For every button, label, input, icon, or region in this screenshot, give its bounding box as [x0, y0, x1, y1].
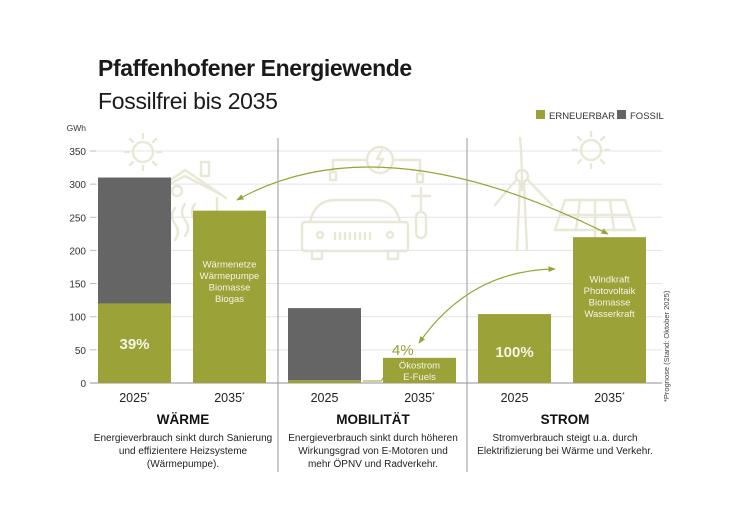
arrow-strom-to-mobilitaet — [418, 266, 556, 344]
bar-inner-label: Wärmepumpe — [200, 271, 260, 282]
x-tick-label: 2025 — [501, 391, 529, 405]
y-tick-label: 100 — [69, 313, 86, 324]
percentage-label: 39% — [119, 336, 149, 353]
group-name: STROM — [541, 412, 590, 427]
group-description-line: Energieverbrauch sinkt durch höheren — [288, 433, 458, 444]
bar-inner-label: Biomasse — [589, 298, 631, 309]
bar-inner-label: Biogas — [215, 294, 244, 305]
bar-inner-label: Wasserkraft — [584, 309, 635, 320]
bar-inner-label: Windkraft — [589, 275, 629, 286]
sun-icon — [571, 130, 611, 170]
bar-inner-label: E-Fuels — [403, 372, 436, 383]
legend-label-renewable: ERNEUERBAR — [549, 111, 615, 122]
group-description-line: Stromverbrauch steigt u.a. durch — [492, 433, 637, 444]
x-tick-label: 2035* — [594, 391, 625, 405]
percentage-label: 4% — [392, 342, 414, 359]
y-tick-label: 50 — [75, 346, 87, 357]
footnote: *Prognose (Stand: Oktober 2025) — [662, 290, 671, 402]
callout-line — [363, 369, 395, 382]
bar-fossil — [288, 308, 361, 381]
group-description-line: (Wärmepumpe). — [147, 459, 219, 470]
x-tick-label: 2035* — [404, 391, 435, 405]
group-description-line: Wirkungsgrad von E-Motoren und — [298, 446, 448, 457]
wind-turbine-icon — [493, 136, 554, 252]
charging-station-icon — [328, 145, 425, 184]
bar-inner-label: Ökostrom — [399, 361, 440, 372]
legend-label-fossil: FOSSIL — [630, 111, 664, 122]
bar-renewable — [573, 237, 646, 383]
x-tick-label: 2025* — [119, 391, 150, 405]
legend-swatch-renewable — [536, 110, 545, 119]
y-tick-label: 0 — [80, 379, 86, 390]
group-name: MOBILITÄT — [336, 412, 410, 427]
arrow-strom-to-waerme — [236, 166, 609, 235]
bar-renewable — [193, 210, 266, 383]
bar-fossil — [98, 177, 171, 304]
x-tick-label: 2035* — [214, 391, 245, 405]
sun-icon — [123, 132, 163, 172]
group-description-line: und effizientere Heizsysteme — [119, 446, 248, 457]
legend-swatch-fossil — [617, 110, 626, 119]
bar-renewable — [288, 380, 361, 383]
bar-inner-label: Biomasse — [209, 283, 251, 294]
page-title: Pfaffenhofener Energiewende — [98, 55, 412, 81]
y-tick-label: 250 — [69, 213, 86, 224]
page-subtitle: Fossilfrei bis 2035 — [98, 88, 278, 114]
bar-renewable — [98, 303, 171, 383]
group-description-line: Energieverbrauch sinkt durch Sanierung — [94, 433, 272, 444]
y-axis-unit: GWh — [67, 123, 87, 133]
legend: ERNEUERBAR FOSSIL — [536, 110, 664, 122]
group-description-line: mehr ÖPNV und Radverkehr. — [308, 458, 438, 470]
y-tick-label: 350 — [69, 147, 86, 158]
percentage-label: 100% — [495, 344, 533, 361]
y-tick-label: 200 — [69, 246, 86, 257]
bar-inner-label: Wärmenetze — [203, 260, 257, 271]
y-tick-label: 300 — [69, 180, 86, 191]
y-tick-label: 150 — [69, 280, 86, 291]
bar-inner-label: Photovoltaik — [584, 286, 636, 297]
group-name: WÄRME — [157, 412, 210, 427]
x-tick-label: 2025 — [311, 391, 339, 405]
bicycle-icon — [410, 186, 432, 240]
solar-panel-icon — [553, 198, 637, 242]
bar-renewable — [383, 357, 456, 383]
group-description-line: Elektrifizierung bei Wärme und Verkehr. — [477, 446, 653, 457]
